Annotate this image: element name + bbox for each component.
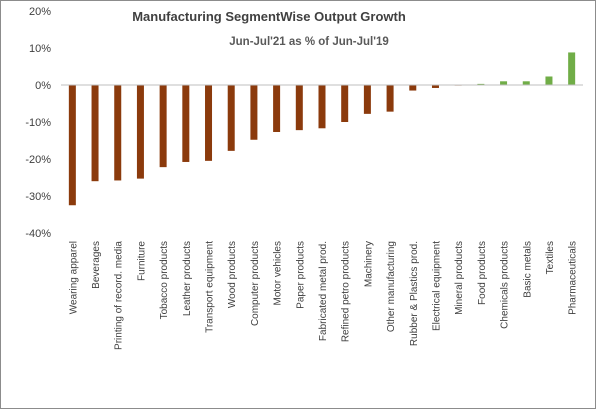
x-tick-label: Beverages <box>91 241 102 289</box>
bar <box>568 52 576 85</box>
y-axis-ticks: 20% 10% 0% -10% -20% -30% -40% <box>25 6 51 240</box>
bar <box>136 85 144 179</box>
bar <box>205 85 213 161</box>
bar <box>250 85 258 140</box>
bar <box>68 85 76 206</box>
bar <box>500 81 508 85</box>
x-tick-label: Paper products <box>295 241 306 309</box>
x-tick-label: Machinery <box>363 241 374 287</box>
y-tick-label: -40% <box>25 228 51 240</box>
bar <box>522 81 530 85</box>
y-tick-label: -20% <box>25 154 51 166</box>
x-tick-label: Furniture <box>136 241 147 281</box>
bar <box>295 85 303 131</box>
bar <box>159 85 167 168</box>
x-tick-label: Leather products <box>182 241 193 316</box>
bar <box>318 85 326 129</box>
chart-subtitle: Jun-Jul'21 as % of Jun-Jul'19 <box>229 36 388 48</box>
bar <box>341 85 349 122</box>
bar <box>477 83 485 85</box>
x-tick-label: Basic metals <box>522 241 533 298</box>
x-tick-label: Printing of record. media <box>114 241 125 350</box>
x-tick-label: Fabricated metal prod. <box>318 241 329 341</box>
x-tick-label: Pharmaceuticals <box>568 241 579 315</box>
x-tick-label: Computer products <box>250 241 261 326</box>
bar <box>409 85 417 91</box>
bar <box>363 85 371 114</box>
x-tick-label: Rubber & Plastics prod. <box>409 241 420 346</box>
x-tick-label: Electrical equipment <box>431 241 442 331</box>
y-tick-label: 20% <box>29 6 51 18</box>
bar <box>182 85 190 162</box>
chart-title: Manufacturing SegmentWise Output Growth <box>132 9 406 24</box>
x-tick-label: Chemicals products <box>500 241 511 329</box>
x-tick-label: Food products <box>477 241 488 305</box>
x-tick-label: Other manufacturing <box>386 241 397 332</box>
bar <box>545 76 553 85</box>
y-tick-label: -30% <box>25 191 51 203</box>
x-tick-label: Motor vehicles <box>273 241 284 305</box>
y-tick-label: 0% <box>35 80 51 92</box>
x-tick-label: Mineral products <box>454 241 465 315</box>
x-tick-label: Refined petro products <box>341 241 352 342</box>
bar <box>431 85 439 88</box>
x-axis-ticks: Wearing apparel Beverages Printing of reco… <box>68 241 578 350</box>
bar <box>91 85 99 182</box>
x-tick-label: Tobacco products <box>159 241 170 319</box>
x-tick-label: Wearing apparel <box>68 241 79 314</box>
bar <box>227 85 235 151</box>
x-tick-label: Transport equipment <box>205 241 216 333</box>
bar <box>386 85 394 112</box>
bars <box>68 52 576 206</box>
bar <box>273 85 281 132</box>
x-tick-label: Wood products <box>227 241 238 308</box>
bar <box>114 85 122 181</box>
x-tick-label: Textiles <box>545 241 556 274</box>
y-tick-label: -10% <box>25 117 51 129</box>
y-tick-label: 10% <box>29 43 51 55</box>
